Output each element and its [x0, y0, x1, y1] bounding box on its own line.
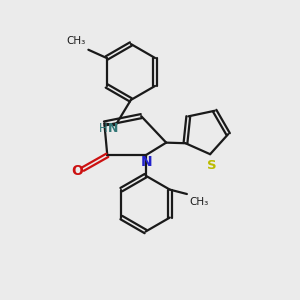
Text: S: S — [207, 159, 216, 172]
Text: N: N — [108, 122, 118, 135]
Text: CH₃: CH₃ — [189, 197, 208, 207]
Text: H: H — [99, 122, 107, 135]
Text: O: O — [72, 164, 83, 178]
Text: N: N — [141, 155, 153, 169]
Text: CH₃: CH₃ — [67, 36, 86, 46]
